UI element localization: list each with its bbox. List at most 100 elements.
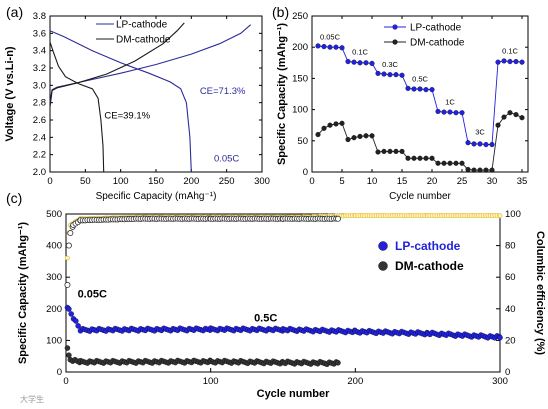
y-tick-label: 50 bbox=[297, 136, 308, 147]
data-point bbox=[495, 122, 501, 128]
data-point bbox=[333, 44, 339, 50]
data-point bbox=[423, 155, 429, 161]
series-line-2 bbox=[49, 22, 185, 108]
data-point bbox=[447, 160, 453, 166]
x-tick-label: 35 bbox=[517, 176, 528, 187]
data-point bbox=[66, 352, 72, 358]
annotation-label: 0.5C bbox=[254, 312, 277, 324]
data-point bbox=[459, 160, 465, 166]
legend-marker-dm bbox=[378, 261, 388, 271]
y-tick-label: 200 bbox=[292, 42, 308, 53]
y-tick-label: 500 bbox=[46, 209, 62, 220]
data-point bbox=[369, 133, 375, 139]
data-point bbox=[405, 155, 411, 161]
data-point bbox=[375, 70, 381, 76]
x-tick-label: 20 bbox=[427, 176, 438, 187]
data-point bbox=[489, 167, 495, 173]
data-point bbox=[441, 160, 447, 166]
data-point bbox=[507, 110, 513, 116]
series-line-1 bbox=[49, 30, 192, 173]
data-point bbox=[483, 167, 489, 173]
data-point bbox=[315, 43, 321, 49]
data-point bbox=[357, 60, 363, 66]
data-point bbox=[345, 137, 351, 143]
data-point bbox=[381, 71, 387, 77]
data-point bbox=[321, 44, 327, 50]
rate-label: 0.05C bbox=[320, 33, 341, 42]
data-point bbox=[429, 87, 435, 93]
data-point bbox=[339, 45, 345, 51]
panel-label: (a) bbox=[6, 4, 23, 20]
y-tick-label: 2.8 bbox=[33, 98, 46, 109]
data-point bbox=[417, 155, 423, 161]
data-point bbox=[519, 115, 525, 121]
rate-label: 0.3C bbox=[382, 60, 398, 69]
legend-marker-dm bbox=[392, 39, 398, 45]
x-tick-label: 100 bbox=[113, 176, 129, 187]
x-tick-label: 200 bbox=[183, 176, 199, 187]
y2-axis-label: Columbic efficiency (%) bbox=[534, 231, 546, 355]
plot-frame bbox=[65, 213, 501, 373]
x-tick-label: 30 bbox=[487, 176, 498, 187]
legend-label-lp: LP-cathode bbox=[410, 23, 462, 34]
y2-tick-label: 100 bbox=[505, 209, 521, 220]
y-tick-label: 250 bbox=[292, 11, 308, 22]
data-point bbox=[465, 166, 471, 173]
annotation-label: 0.05C bbox=[214, 154, 239, 165]
data-point bbox=[351, 59, 357, 65]
x-tick-label: 0 bbox=[63, 376, 68, 387]
rate-label: 1C bbox=[445, 98, 455, 107]
data-point bbox=[363, 133, 369, 139]
series-line-3 bbox=[49, 41, 105, 173]
x-axis-label: Specific Capacity (mAhg⁻¹) bbox=[96, 191, 217, 202]
legend-label-dm: DM-cathode bbox=[395, 259, 464, 273]
data-point bbox=[363, 60, 369, 66]
x-tick-label: 0 bbox=[47, 176, 52, 187]
legend-label-dm: DM-cathode bbox=[116, 35, 171, 46]
data-point bbox=[357, 133, 363, 139]
y-tick-label: 3.2 bbox=[33, 63, 46, 74]
y-axis-label: Specific Capacity (mAhg⁻¹) bbox=[276, 23, 288, 165]
x-tick-label: 50 bbox=[80, 176, 91, 187]
x-tick-label: 300 bbox=[254, 176, 270, 187]
data-point bbox=[68, 311, 74, 317]
y-tick-label: 3.6 bbox=[33, 28, 46, 39]
data-point bbox=[64, 345, 71, 351]
x-tick-label: 150 bbox=[148, 176, 164, 187]
y-tick-label: 3.8 bbox=[33, 11, 46, 22]
data-point bbox=[429, 155, 435, 161]
data-point bbox=[67, 230, 74, 237]
data-point bbox=[66, 306, 72, 312]
rate-label: 0.1C bbox=[502, 46, 518, 55]
data-point bbox=[351, 135, 357, 141]
x-tick-label: 250 bbox=[219, 176, 235, 187]
y-tick-label: 0 bbox=[57, 367, 62, 378]
data-point bbox=[335, 360, 341, 366]
y-tick-label: 400 bbox=[46, 241, 62, 252]
data-point bbox=[369, 60, 375, 66]
data-point bbox=[321, 125, 327, 131]
rate-label: 0.1C bbox=[352, 48, 368, 57]
data-point bbox=[441, 109, 447, 115]
legend-label-lp: LP-cathode bbox=[395, 239, 461, 253]
data-point bbox=[73, 318, 79, 324]
x-axis-label: Cycle number bbox=[257, 388, 330, 400]
data-point bbox=[393, 72, 399, 78]
y-tick-label: 3.4 bbox=[33, 46, 46, 57]
y2-tick-label: 0 bbox=[505, 367, 510, 378]
rate-label: 0.5C bbox=[412, 75, 428, 84]
data-point bbox=[65, 242, 72, 249]
data-point bbox=[411, 86, 417, 92]
panel-label: (b) bbox=[272, 4, 289, 20]
x-tick-label: 300 bbox=[492, 376, 508, 387]
data-point bbox=[334, 215, 341, 222]
x-tick-label: 25 bbox=[457, 176, 468, 187]
data-point bbox=[447, 109, 453, 115]
data-point bbox=[453, 160, 459, 166]
y-tick-label: 0 bbox=[303, 167, 308, 178]
panel-c: (c)0 100 200 300010020030040050002040608010… bbox=[6, 190, 546, 400]
data-point bbox=[513, 112, 519, 118]
panel-label: (c) bbox=[6, 190, 22, 206]
y-tick-label: 200 bbox=[46, 304, 62, 315]
